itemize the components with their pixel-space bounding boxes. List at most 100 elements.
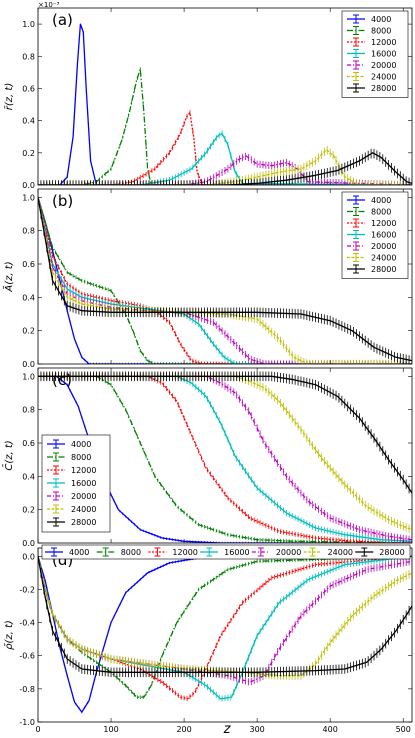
series-line-16000 bbox=[38, 197, 412, 364]
y-tick-label: 0.8 bbox=[22, 406, 35, 415]
y-tick-label: 0.8 bbox=[22, 52, 35, 61]
y-tick-label: 0.2 bbox=[22, 506, 35, 515]
legend-entry-24000: 24000 bbox=[47, 504, 96, 514]
series-line-8000 bbox=[38, 555, 412, 698]
legend-box bbox=[41, 544, 411, 560]
panel-2: 0.0 0.2 0.4 0.6 0.8 1.0 Ā(z, t) (b) 4000 8000 1200… bbox=[2, 188, 413, 369]
legend-entry-4000: 4000 bbox=[347, 14, 391, 24]
x-tick-label: 500 bbox=[396, 725, 411, 734]
panel-3: 0.0 0.2 0.4 0.6 0.8 1.0 C̄(z, t) (c) 4000 8000 120… bbox=[2, 367, 413, 548]
series-group bbox=[38, 551, 412, 714]
legend-box bbox=[341, 191, 409, 279]
y-axis-label: C̄(z, t) bbox=[2, 440, 15, 470]
legend-entry-12000: 12000 bbox=[347, 218, 396, 228]
legend-entry-24000: 24000 bbox=[303, 547, 353, 557]
y-tick-label: 1.0 bbox=[22, 193, 35, 202]
series-line-24000 bbox=[38, 197, 412, 364]
legend-label: 8000 bbox=[71, 453, 91, 462]
series-line-24000 bbox=[38, 375, 412, 531]
legend-entry-16000: 16000 bbox=[200, 547, 250, 557]
y-tick-label: 0.4 bbox=[22, 117, 35, 126]
panel-1: 0.0 0.2 0.4 0.6 0.8 1.0 r̄(z, t) (a) ×10⁻³ 4000 80… bbox=[4, 1, 413, 190]
y-tick-label: -0.6 bbox=[19, 652, 35, 661]
x-tick-label: 400 bbox=[323, 725, 338, 734]
legend-entry-4000: 4000 bbox=[47, 439, 91, 449]
x-tick-label: 200 bbox=[176, 725, 191, 734]
legend-label: 24000 bbox=[371, 73, 396, 82]
legend-entry-28000: 28000 bbox=[47, 517, 96, 527]
legend-entry-24000: 24000 bbox=[347, 72, 396, 82]
series-line-8000 bbox=[38, 375, 412, 543]
legend-label: 4000 bbox=[69, 548, 89, 557]
series-group bbox=[38, 371, 412, 543]
legend-label: 16000 bbox=[371, 231, 396, 240]
legend-label: 28000 bbox=[71, 518, 96, 527]
error-bars-28000 bbox=[38, 551, 412, 678]
y-tick-label: 0.4 bbox=[22, 293, 35, 302]
legend-label: 4000 bbox=[371, 15, 391, 24]
series-line-16000 bbox=[38, 132, 412, 185]
series-line-20000 bbox=[38, 375, 412, 541]
y-tick-label: 0.0 bbox=[22, 539, 35, 548]
legend-label: 4000 bbox=[371, 196, 391, 205]
axes-frame bbox=[37, 367, 413, 544]
legend-entry-4000: 4000 bbox=[347, 195, 391, 205]
y-axis-label: Ā(z, t) bbox=[2, 261, 15, 292]
legend-entry-16000: 16000 bbox=[347, 49, 396, 59]
legend-entry-8000: 8000 bbox=[96, 547, 141, 557]
legend-label: 8000 bbox=[371, 208, 391, 217]
axes-frame bbox=[37, 188, 413, 365]
legend-entry-8000: 8000 bbox=[47, 452, 91, 462]
y-tick-label: 0.6 bbox=[22, 439, 35, 448]
legend-entry-20000: 20000 bbox=[47, 491, 96, 501]
series-line-20000 bbox=[38, 197, 412, 364]
y-tick-label: 0.0 bbox=[22, 552, 35, 561]
y-tick-label: -0.4 bbox=[19, 619, 35, 628]
y-tick-label: -1.0 bbox=[19, 718, 35, 727]
panel-label: (b) bbox=[52, 192, 73, 210]
y-exponent-label: ×10⁻³ bbox=[38, 1, 59, 9]
legend-label: 24000 bbox=[371, 254, 396, 263]
legend-label: 12000 bbox=[172, 548, 197, 557]
x-tick-label: 0 bbox=[35, 725, 40, 734]
legend-entry-8000: 8000 bbox=[347, 26, 391, 36]
legend-entry-12000: 12000 bbox=[47, 465, 96, 475]
legend-label: 16000 bbox=[371, 50, 396, 59]
legend-label: 16000 bbox=[224, 548, 249, 557]
series-line-20000 bbox=[38, 155, 412, 185]
legend-entry-28000: 28000 bbox=[347, 83, 396, 93]
y-tick-label: 1.0 bbox=[22, 372, 35, 381]
series-line-4000 bbox=[38, 197, 412, 364]
y-axis-label: ρ̄(z, t) bbox=[4, 620, 15, 650]
y-tick-label: 0.8 bbox=[22, 227, 35, 236]
y-tick-label: 0.2 bbox=[22, 327, 35, 336]
panel-label: (c) bbox=[52, 371, 72, 389]
legend-label: 24000 bbox=[328, 548, 353, 557]
legend-label: 20000 bbox=[71, 492, 96, 501]
legend-entry-24000: 24000 bbox=[347, 253, 396, 263]
y-tick-label: 1.0 bbox=[22, 20, 35, 29]
y-tick-label: 0.6 bbox=[22, 260, 35, 269]
series-line-20000 bbox=[38, 556, 412, 683]
panel-label: (a) bbox=[52, 11, 73, 29]
legend-entry-20000: 20000 bbox=[251, 547, 301, 557]
legend-label: 28000 bbox=[371, 265, 396, 274]
legend-label: 16000 bbox=[71, 479, 96, 488]
legend-entry-12000: 12000 bbox=[148, 547, 198, 557]
legend-entry-16000: 16000 bbox=[347, 230, 396, 240]
legend-label: 8000 bbox=[121, 548, 141, 557]
axes-frame bbox=[37, 7, 413, 186]
legend-label: 20000 bbox=[371, 61, 396, 70]
y-tick-label: 0.2 bbox=[22, 149, 35, 158]
x-tick-label: 100 bbox=[103, 725, 118, 734]
y-tick-label: 0.0 bbox=[22, 360, 35, 369]
legend-label: 20000 bbox=[276, 548, 301, 557]
legend-entry-4000: 4000 bbox=[45, 547, 89, 557]
series-group bbox=[38, 192, 412, 364]
legend: 4000 8000 12000 16000 20000 24000 28000 bbox=[341, 10, 409, 98]
legend-label: 24000 bbox=[71, 505, 96, 514]
series-line-12000 bbox=[38, 111, 412, 185]
legend-label: 12000 bbox=[371, 219, 396, 228]
legend-entry-20000: 20000 bbox=[347, 60, 396, 70]
legend-label: 20000 bbox=[371, 242, 396, 251]
